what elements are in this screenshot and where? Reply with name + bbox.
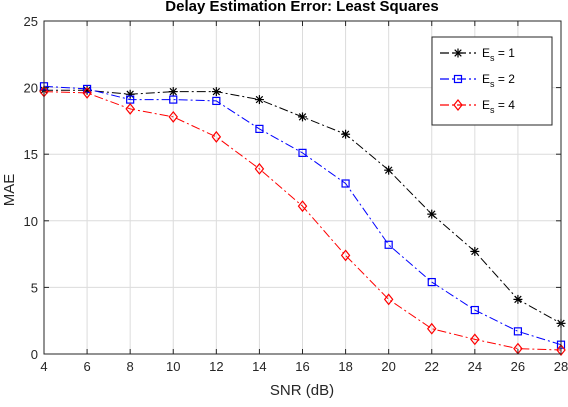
x-tick-label: 24 bbox=[468, 359, 482, 374]
y-tick-label: 10 bbox=[24, 214, 38, 229]
x-tick-label: 20 bbox=[381, 359, 395, 374]
data-point bbox=[427, 209, 437, 219]
data-point bbox=[254, 162, 265, 175]
legend-marker bbox=[453, 74, 463, 84]
legend-label: Es = 4 bbox=[482, 98, 515, 115]
legend-label: Es = 1 bbox=[482, 46, 515, 63]
data-point bbox=[211, 87, 221, 97]
data-point bbox=[470, 305, 479, 315]
data-point bbox=[82, 84, 92, 94]
legend-entry: Es = 4 bbox=[440, 98, 515, 115]
data-point bbox=[427, 277, 436, 287]
y-tick-label: 25 bbox=[24, 14, 38, 29]
y-tick-label: 0 bbox=[31, 347, 38, 362]
data-point bbox=[168, 110, 179, 123]
x-tick-label: 28 bbox=[554, 359, 568, 374]
data-point bbox=[125, 102, 135, 115]
data-point bbox=[426, 322, 437, 335]
data-point bbox=[513, 294, 523, 304]
data-point bbox=[169, 95, 178, 104]
data-point bbox=[298, 112, 307, 122]
x-tick-label: 16 bbox=[295, 359, 309, 374]
data-point bbox=[254, 95, 264, 105]
data-point bbox=[383, 293, 394, 306]
chart-title: Delay Estimation Error: Least Squares bbox=[165, 0, 438, 15]
data-point bbox=[470, 333, 480, 346]
data-point bbox=[513, 327, 523, 336]
legend-entry: Es = 1 bbox=[440, 46, 515, 63]
data-point bbox=[340, 249, 351, 262]
data-point bbox=[341, 179, 350, 188]
data-point bbox=[297, 200, 308, 213]
legend-entry: Es = 2 bbox=[440, 72, 515, 89]
data-point bbox=[470, 246, 480, 256]
series-line bbox=[43, 85, 562, 346]
x-tick-label: 4 bbox=[40, 359, 47, 374]
legend-marker bbox=[453, 99, 463, 111]
series-3 bbox=[39, 85, 566, 356]
legend-label: Es = 2 bbox=[482, 72, 515, 89]
data-point bbox=[298, 148, 307, 157]
series-line bbox=[43, 91, 562, 351]
legend-marker bbox=[453, 48, 463, 58]
data-point bbox=[341, 129, 351, 139]
x-tick-label: 12 bbox=[209, 359, 223, 374]
data-point bbox=[211, 130, 222, 143]
y-axis-label: MAE bbox=[1, 174, 18, 207]
legend: Es = 1 Es = 2 Es = 4 bbox=[431, 36, 553, 126]
x-tick-label: 14 bbox=[252, 359, 266, 374]
data-point bbox=[556, 344, 566, 356]
x-tick-label: 10 bbox=[166, 359, 180, 374]
x-axis-label: SNR (dB) bbox=[270, 382, 334, 399]
data-point bbox=[82, 86, 92, 99]
data-point bbox=[255, 124, 264, 133]
x-tick-label: 18 bbox=[338, 359, 352, 374]
data-point bbox=[384, 240, 393, 249]
x-tick-label: 26 bbox=[511, 359, 525, 374]
y-tick-label: 15 bbox=[24, 147, 38, 162]
y-tick-label: 20 bbox=[24, 81, 38, 96]
series-layer bbox=[39, 82, 566, 356]
x-tick-label: 22 bbox=[425, 359, 439, 374]
x-tick-label: 8 bbox=[127, 359, 134, 374]
y-tick-label: 5 bbox=[31, 280, 38, 295]
data-point bbox=[212, 96, 221, 106]
axis-ticks: 4 6 8 10 12 14 16 18 20 22 24 26 28 0 5 10 15 20 25 bbox=[24, 14, 568, 374]
data-point bbox=[168, 87, 178, 97]
data-point bbox=[384, 165, 394, 175]
legend-box bbox=[431, 36, 553, 126]
x-tick-label: 6 bbox=[83, 359, 90, 374]
